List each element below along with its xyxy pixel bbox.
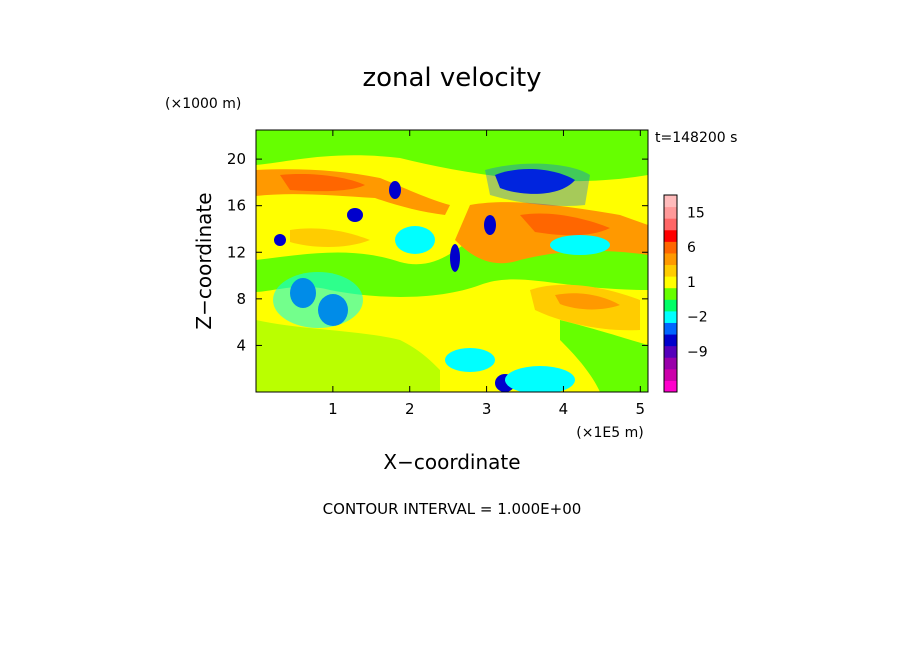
x-tick-label: 2: [405, 400, 415, 418]
colorbar-tick-label: 15: [687, 205, 705, 221]
x-axis-label: X−coordinate: [383, 450, 520, 474]
x-tick-label: 3: [482, 400, 492, 418]
colorbar-swatch: [664, 345, 677, 358]
colorbar-tick-label: −2: [687, 310, 708, 326]
colorbar-swatch: [664, 229, 677, 242]
colorbar-swatch: [664, 299, 677, 312]
colorbar-tick-label: 1: [687, 275, 696, 291]
time-label: t=148200 s: [655, 130, 737, 146]
colorbar: [664, 195, 677, 393]
y-unit-label: (×1000 m): [165, 96, 241, 112]
colorbar-swatch: [664, 276, 677, 289]
colorbar-swatch: [664, 368, 677, 381]
y-tick-label: 16: [227, 197, 246, 215]
x-tick-label: 5: [636, 400, 646, 418]
colorbar-labels: 15 6 1 −2 −9: [687, 205, 708, 360]
colorbar-frame: [663, 194, 678, 393]
colorbar-swatch: [664, 195, 677, 208]
y-axis-label: Z−coordinate: [192, 192, 216, 329]
contour-field: [256, 130, 648, 392]
y-tick-label: 20: [227, 150, 246, 168]
x-tick-label: 1: [328, 400, 338, 418]
colorbar-swatch: [664, 322, 677, 335]
colorbar-swatch: [664, 310, 677, 323]
colorbar-swatch: [664, 241, 677, 254]
y-axis: 4 8 12 16 20: [227, 150, 648, 354]
colorbar-tick-label: −9: [687, 344, 708, 360]
y-tick-label: 12: [227, 243, 246, 261]
colorbar-swatch: [664, 287, 677, 300]
x-unit-label: (×1E5 m): [576, 425, 643, 441]
x-axis: 1 2 3 4 5: [328, 130, 645, 418]
colorbar-swatch: [664, 252, 677, 266]
colorbar-swatch: [664, 218, 677, 231]
colorbar-swatch: [664, 264, 677, 277]
colorbar-tick-label: 6: [687, 240, 696, 256]
colorbar-swatch: [664, 357, 677, 370]
colorbar-swatch: [664, 206, 677, 219]
chart-title: zonal velocity: [362, 63, 541, 93]
x-tick-label: 4: [559, 400, 569, 418]
contour-interval-footer: CONTOUR INTERVAL = 1.000E+00: [323, 500, 582, 518]
y-tick-label: 8: [236, 290, 246, 308]
plot-frame: [255, 129, 649, 393]
colorbar-swatch: [664, 380, 677, 393]
colorbar-swatch: [664, 334, 677, 347]
y-tick-label: 4: [236, 336, 246, 354]
